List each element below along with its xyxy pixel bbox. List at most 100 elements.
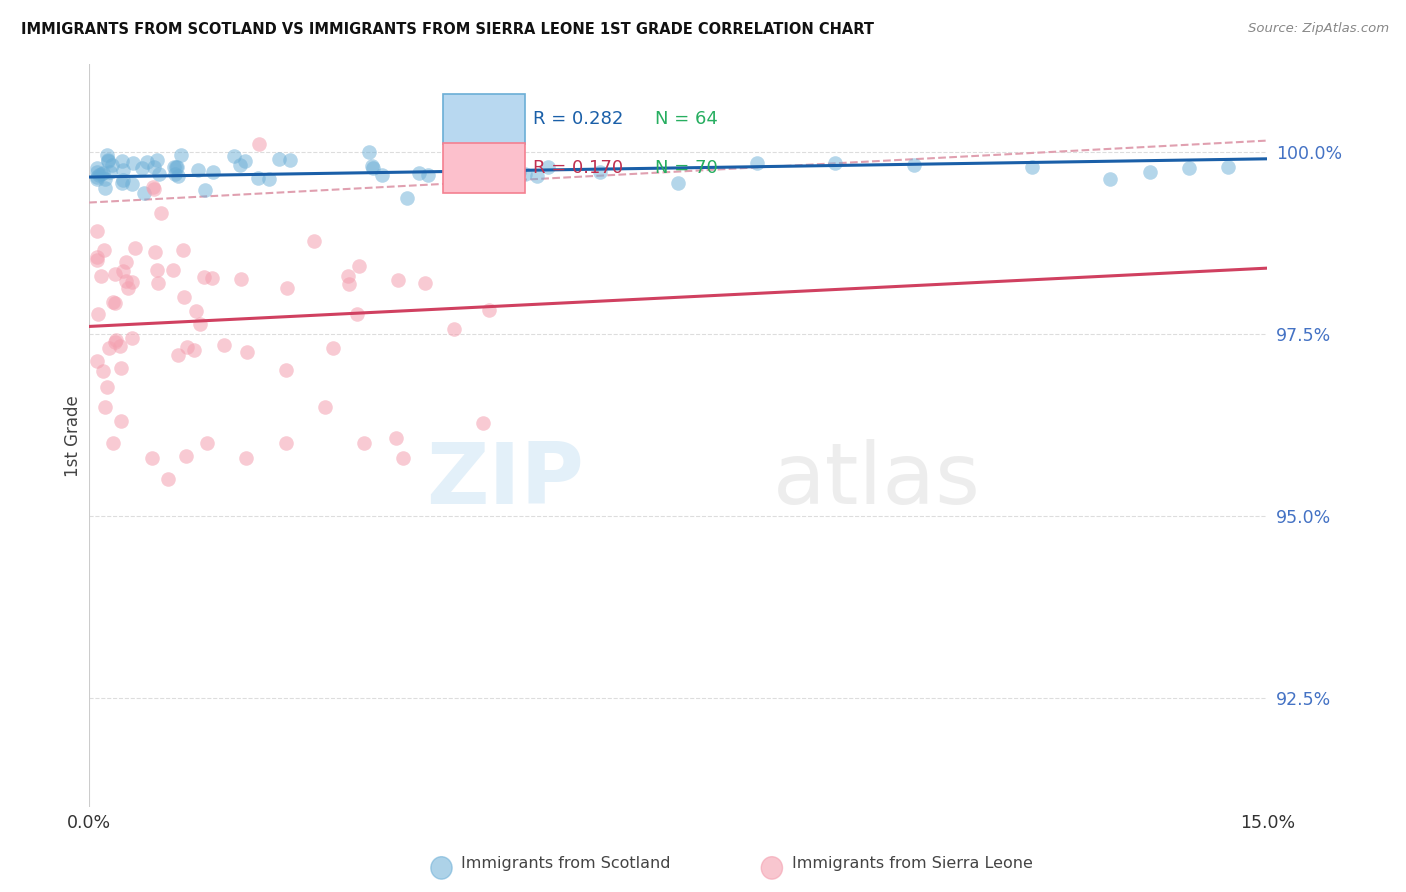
Point <box>1099 172 1122 186</box>
Point <box>314 400 336 414</box>
Point <box>121 178 143 192</box>
Point <box>214 338 236 352</box>
Point <box>86 161 108 175</box>
Point <box>1021 160 1043 174</box>
Point <box>132 186 155 200</box>
Point <box>387 272 409 286</box>
Point <box>274 436 297 450</box>
Point <box>353 436 375 450</box>
Point <box>359 145 381 160</box>
Point <box>94 180 117 194</box>
Point <box>86 165 108 179</box>
Point <box>472 416 495 430</box>
Point <box>122 156 145 170</box>
Point <box>98 165 121 179</box>
Point <box>104 295 127 310</box>
Point <box>246 170 269 185</box>
Point <box>150 206 173 220</box>
Point <box>1139 165 1161 179</box>
Point <box>108 339 131 353</box>
Point <box>461 151 484 165</box>
Point <box>146 153 169 167</box>
Point <box>86 171 108 186</box>
Point <box>202 165 225 179</box>
Point <box>1216 160 1239 174</box>
Point <box>361 159 384 173</box>
Point <box>416 168 439 182</box>
Point <box>666 176 689 190</box>
FancyBboxPatch shape <box>443 94 524 145</box>
Point <box>346 307 368 321</box>
Point <box>96 379 118 393</box>
Point <box>224 149 246 163</box>
Point <box>93 244 115 258</box>
Point <box>163 160 186 174</box>
Point <box>94 172 117 186</box>
Point <box>408 166 430 180</box>
Point <box>141 450 163 465</box>
Point <box>91 364 114 378</box>
Point <box>96 147 118 161</box>
Point <box>142 160 165 174</box>
Point <box>745 156 768 170</box>
Point <box>173 290 195 304</box>
Text: R = 0.282: R = 0.282 <box>533 110 624 128</box>
Point <box>903 158 925 172</box>
Text: N = 64: N = 64 <box>655 110 717 128</box>
Point <box>322 342 344 356</box>
Point <box>112 163 135 178</box>
Point <box>267 152 290 166</box>
Point <box>101 436 124 450</box>
Point <box>347 260 370 274</box>
Text: N = 70: N = 70 <box>655 159 717 178</box>
Point <box>124 241 146 255</box>
Point <box>111 263 134 277</box>
Point <box>233 154 256 169</box>
Point <box>166 348 188 362</box>
Point <box>100 158 122 172</box>
Point <box>384 431 406 445</box>
Point <box>90 167 112 181</box>
Point <box>336 269 359 284</box>
Point <box>97 153 120 168</box>
Point <box>184 303 207 318</box>
Point <box>110 360 132 375</box>
Point <box>87 168 110 182</box>
Point <box>86 224 108 238</box>
Point <box>121 331 143 345</box>
Point <box>115 274 138 288</box>
Point <box>114 254 136 268</box>
Point <box>165 167 187 181</box>
Point <box>146 263 169 277</box>
Point <box>259 172 281 186</box>
Point <box>167 169 190 183</box>
Point <box>112 173 135 187</box>
Point <box>135 155 157 169</box>
Text: R = 0.170: R = 0.170 <box>533 159 623 178</box>
Point <box>371 168 394 182</box>
Point <box>104 267 127 281</box>
Point <box>172 243 194 257</box>
Point <box>146 277 169 291</box>
Point <box>170 147 193 161</box>
Point <box>121 275 143 289</box>
Point <box>201 270 224 285</box>
Point <box>1178 161 1201 175</box>
Point <box>176 450 198 464</box>
Point <box>187 162 209 177</box>
Point <box>478 303 501 318</box>
Y-axis label: 1st Grade: 1st Grade <box>65 395 82 476</box>
Text: Immigrants from Scotland: Immigrants from Scotland <box>461 856 671 871</box>
Point <box>183 343 205 357</box>
Point <box>91 166 114 180</box>
Point <box>589 165 612 179</box>
Point <box>143 182 166 196</box>
Point <box>110 153 132 168</box>
Point <box>97 341 120 355</box>
Point <box>229 158 252 172</box>
Point <box>143 245 166 260</box>
Point <box>236 344 259 359</box>
Point <box>110 414 132 428</box>
Point <box>141 180 163 194</box>
Point <box>361 161 384 175</box>
